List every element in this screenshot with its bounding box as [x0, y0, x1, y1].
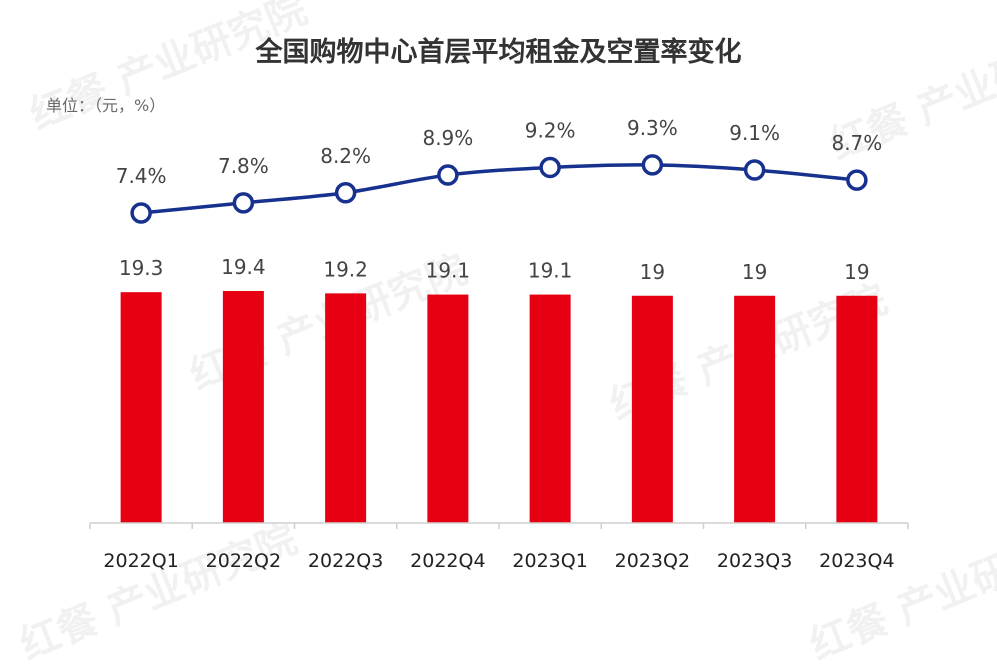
x-tick-label: 2022Q3 — [308, 550, 383, 572]
vacancy-rate-label: 8.7% — [831, 131, 882, 155]
vacancy-rate-label: 8.2% — [320, 144, 371, 168]
vacancy-rate-point — [130, 202, 152, 224]
x-tick-label: 2023Q2 — [615, 550, 690, 572]
bar-value-label: 19.1 — [528, 259, 573, 283]
bar-rent — [734, 295, 776, 523]
vacancy-rate-point — [743, 159, 766, 181]
x-tick-label: 2023Q1 — [512, 550, 587, 572]
vacancy-rate-label: 9.1% — [729, 121, 780, 145]
x-tick-label: 2023Q4 — [819, 550, 894, 572]
chart-title: 全国购物中心首层平均租金及空置率变化 — [255, 37, 742, 68]
vacancy-rate-label: 9.3% — [627, 116, 678, 140]
unit-label: 单位：（元，%） — [46, 96, 166, 115]
bar-value-label: 19.3 — [119, 256, 164, 280]
bar-rent — [836, 295, 878, 523]
bar-value-label: 19.4 — [221, 255, 266, 279]
bar-rent — [325, 293, 367, 523]
x-tick-label: 2023Q3 — [717, 550, 792, 572]
bar-rent — [427, 294, 469, 523]
vacancy-rate-point — [334, 182, 357, 204]
bar-value-label: 19 — [742, 260, 767, 284]
vacancy-rate-point — [641, 154, 664, 176]
bar-rent — [529, 294, 571, 523]
x-tick-label: 2022Q1 — [103, 550, 178, 572]
vacancy-rate-label: 7.4% — [116, 164, 167, 188]
vacancy-rate-point — [232, 192, 255, 214]
vacancy-rate-label: 7.8% — [218, 154, 269, 178]
bar-rent — [120, 292, 162, 523]
vacancy-rate-point — [437, 164, 459, 186]
chart: 19.3 19.4 19.2 19.1 19.1 19 19 19 2022Q1 2022Q2 20… — [89, 116, 909, 572]
bar-value-label: 19 — [844, 260, 869, 284]
vacancy-rate-point — [539, 156, 561, 179]
vacancy-rate-point — [846, 169, 868, 191]
vacancy-rate-label: 8.9% — [422, 126, 473, 150]
bar-value-label: 19 — [640, 260, 665, 284]
x-tick-label: 2022Q2 — [206, 550, 281, 572]
x-tick-label: 2022Q4 — [410, 550, 485, 572]
bar-value-label: 19.1 — [426, 259, 471, 283]
vacancy-rate-label: 9.2% — [525, 118, 576, 142]
bar-rent — [222, 290, 264, 523]
bar-value-label: 19.2 — [323, 257, 368, 281]
bar-rent — [631, 295, 673, 523]
vacancy-rate-line — [140, 163, 858, 215]
